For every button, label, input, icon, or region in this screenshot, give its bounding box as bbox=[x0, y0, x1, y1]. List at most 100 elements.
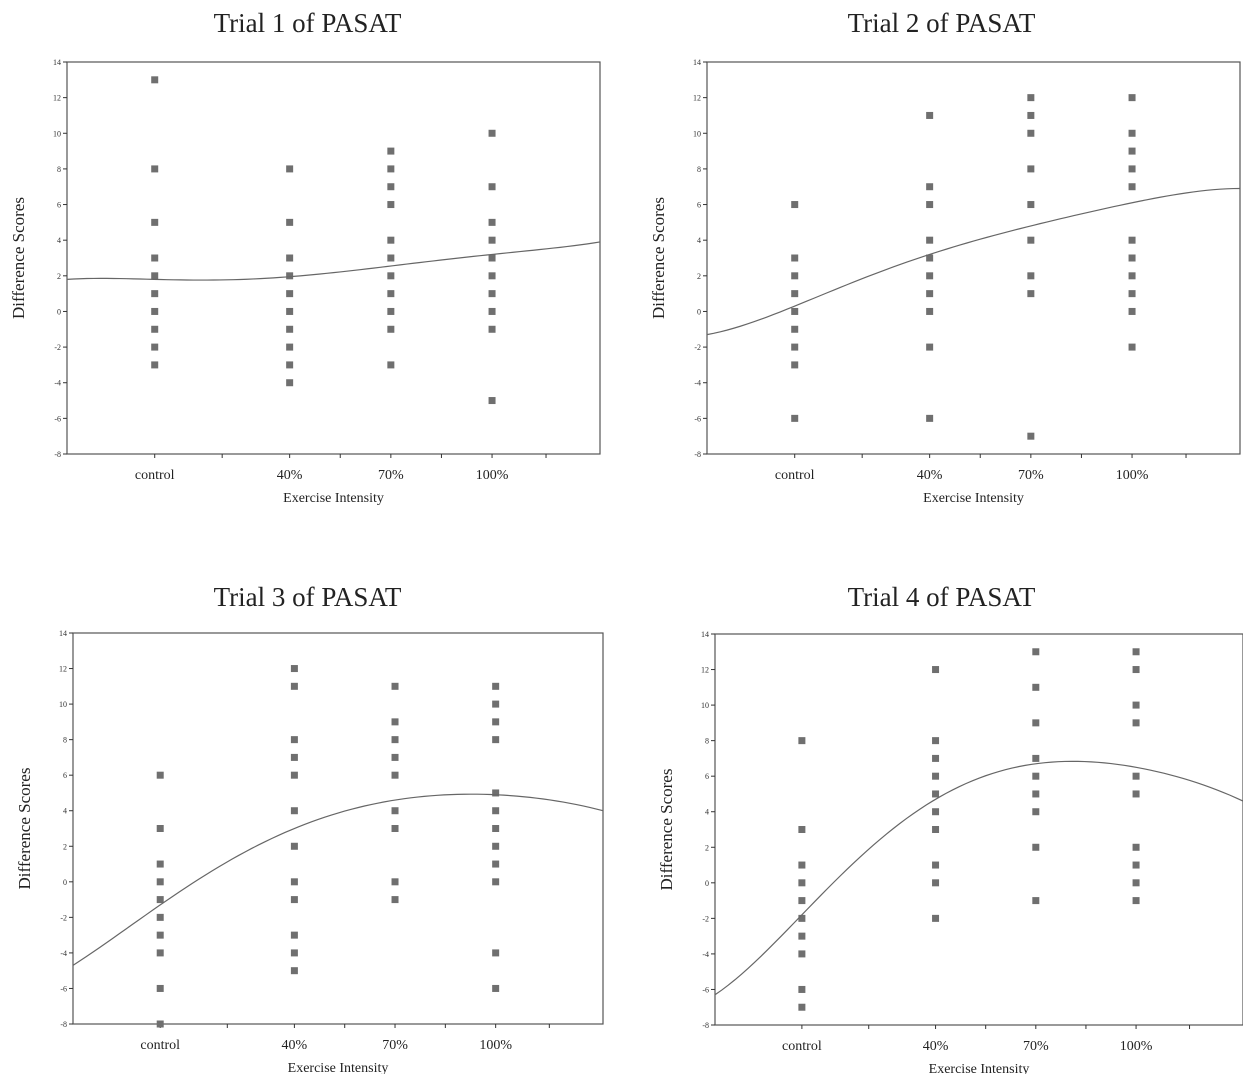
data-point bbox=[290, 665, 298, 673]
data-point bbox=[290, 842, 298, 850]
data-point bbox=[791, 307, 799, 315]
data-point bbox=[290, 931, 298, 939]
y-tick-label: 4 bbox=[63, 807, 67, 816]
data-point bbox=[387, 290, 395, 298]
x-tick-label: 100% bbox=[1120, 1039, 1153, 1054]
data-point bbox=[1128, 165, 1136, 173]
data-point bbox=[926, 111, 934, 119]
y-axis-label: Difference Scores bbox=[9, 197, 28, 319]
data-point bbox=[1027, 290, 1035, 298]
data-point bbox=[156, 825, 164, 832]
data-point bbox=[391, 807, 399, 815]
y-tick-label: -6 bbox=[60, 984, 67, 993]
data-point bbox=[798, 985, 806, 993]
y-tick-label: 8 bbox=[697, 165, 701, 174]
data-point bbox=[151, 254, 159, 262]
data-point bbox=[1032, 843, 1040, 851]
plot-frame bbox=[66, 61, 601, 455]
data-point bbox=[286, 379, 294, 387]
y-tick-label: 10 bbox=[59, 700, 67, 709]
chart-title: Trial 2 of PASAT bbox=[847, 8, 1036, 38]
data-point bbox=[286, 165, 294, 173]
x-tick-label: 100% bbox=[479, 1038, 512, 1053]
data-point bbox=[492, 949, 500, 957]
y-tick-label: -2 bbox=[702, 914, 709, 923]
data-point bbox=[286, 254, 294, 262]
data-point bbox=[926, 236, 934, 244]
data-point bbox=[151, 325, 159, 333]
data-point bbox=[791, 361, 799, 369]
data-point bbox=[1132, 648, 1140, 656]
data-point bbox=[290, 807, 298, 815]
data-point bbox=[1132, 897, 1140, 905]
y-tick-label: -8 bbox=[694, 450, 701, 459]
data-point bbox=[798, 737, 806, 745]
plot-frame bbox=[72, 632, 604, 1025]
data-point bbox=[1032, 897, 1040, 905]
y-tick-label: 0 bbox=[63, 878, 67, 887]
data-point bbox=[791, 343, 799, 351]
x-tick-label: 100% bbox=[1116, 468, 1149, 483]
data-point bbox=[1027, 272, 1035, 280]
x-tick-label: 70% bbox=[1023, 1039, 1049, 1054]
data-point bbox=[1027, 129, 1035, 137]
data-point bbox=[798, 914, 806, 922]
fit-curve bbox=[66, 241, 601, 281]
data-point bbox=[932, 666, 940, 674]
fit-curve bbox=[72, 793, 604, 966]
data-point bbox=[387, 147, 395, 155]
y-tick-label: 8 bbox=[57, 165, 61, 174]
data-point bbox=[1032, 808, 1040, 816]
chart-title: Trial 4 of PASAT bbox=[847, 582, 1036, 612]
data-point bbox=[1032, 772, 1040, 780]
x-tick-label: 40% bbox=[917, 468, 943, 483]
data-point bbox=[791, 254, 799, 262]
chart-svg: 14 12 10 8 6 4 2 0 -2 -4 -6 -8 control 40% 70% 100% Exer… bbox=[657, 630, 1243, 1074]
x-tick-label: 40% bbox=[277, 468, 303, 483]
data-point bbox=[1132, 879, 1140, 887]
y-tick-label: 2 bbox=[705, 843, 709, 852]
data-point bbox=[290, 736, 298, 744]
y-tick-label: -2 bbox=[54, 343, 61, 352]
data-point bbox=[798, 879, 806, 887]
data-point bbox=[1027, 94, 1035, 102]
data-point bbox=[391, 771, 399, 779]
y-tick-label: 8 bbox=[63, 736, 67, 745]
data-point bbox=[1132, 843, 1140, 851]
data-point bbox=[1032, 719, 1040, 727]
x-tick-label: control bbox=[140, 1038, 180, 1053]
y-tick-label: 12 bbox=[53, 94, 61, 103]
chart-svg: 14 12 10 8 6 4 2 0 -2 -4 -6 -8 control 40% 70% 100% Exer… bbox=[9, 58, 601, 506]
y-tick-label: 8 bbox=[705, 737, 709, 746]
data-point bbox=[1128, 236, 1136, 244]
y-axis-label: Difference Scores bbox=[15, 768, 34, 890]
data-point bbox=[1128, 290, 1136, 298]
y-tick-label: 2 bbox=[63, 842, 67, 851]
chart-svg: 14 12 10 8 6 4 2 0 -2 -4 -6 -8 control 40% 70% 100% Exer… bbox=[649, 58, 1241, 506]
data-point bbox=[286, 218, 294, 226]
y-tick-label: 2 bbox=[57, 272, 61, 281]
data-point bbox=[926, 307, 934, 315]
data-point bbox=[290, 967, 298, 975]
data-point bbox=[1027, 165, 1035, 173]
y-tick-label: 6 bbox=[697, 201, 701, 210]
data-point bbox=[488, 397, 496, 405]
y-tick-label: 14 bbox=[693, 58, 701, 67]
data-point bbox=[488, 236, 496, 244]
data-point bbox=[151, 307, 159, 315]
x-tick-label: 70% bbox=[1018, 468, 1044, 483]
chart-panel-trial-1: Trial 1 of PASAT 14 12 10 8 6 4 2 0 -2 -4 -6 -8 cont… bbox=[0, 0, 615, 515]
data-point bbox=[932, 772, 940, 780]
data-point bbox=[1132, 861, 1140, 869]
data-point bbox=[156, 913, 164, 921]
y-tick-label: 0 bbox=[705, 879, 709, 888]
x-tick-label: 40% bbox=[923, 1039, 949, 1054]
data-point bbox=[156, 896, 164, 904]
data-point bbox=[391, 896, 399, 904]
fit-curve bbox=[706, 187, 1241, 336]
data-point bbox=[932, 790, 940, 798]
y-tick-label: 10 bbox=[53, 129, 61, 138]
data-point bbox=[387, 325, 395, 333]
data-point bbox=[492, 825, 500, 832]
y-tick-label: 12 bbox=[693, 94, 701, 103]
